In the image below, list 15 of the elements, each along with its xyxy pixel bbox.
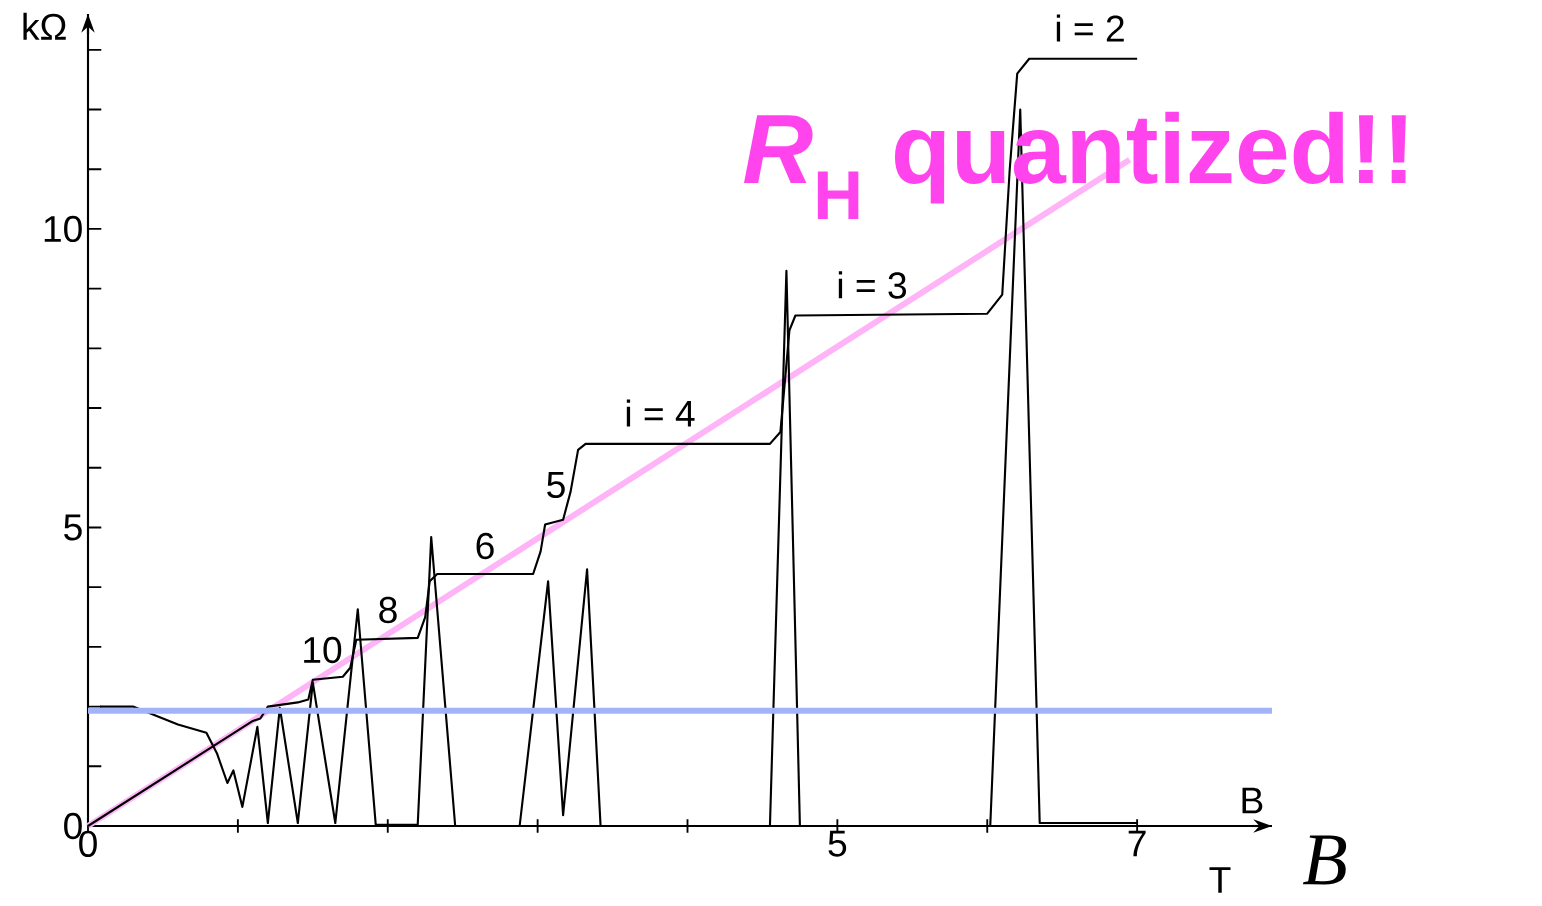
annotation: i = 4: [626, 399, 695, 427]
text: B: [1302, 835, 1347, 885]
text: T: [1209, 867, 1231, 893]
x-tick-label: 5: [828, 830, 847, 857]
annotation: 5: [547, 472, 565, 498]
y-axis-title: kΩ: [23, 12, 66, 40]
annotation: 10: [304, 636, 342, 664]
x-tick-label: 7: [1128, 830, 1146, 857]
y-tick-label: 5: [64, 514, 82, 541]
annotation: i = 3: [838, 271, 907, 299]
y-tick-label: 10: [44, 215, 82, 243]
x-axis-title: B: [1242, 787, 1263, 814]
annotation: i = 2: [1056, 14, 1124, 42]
annotation: 8: [379, 596, 397, 624]
annotation: 6: [476, 532, 494, 560]
